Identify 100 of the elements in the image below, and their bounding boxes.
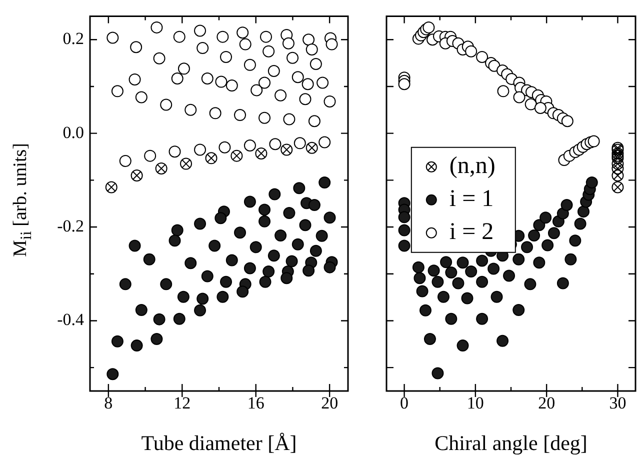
point	[119, 154, 132, 167]
point	[513, 91, 526, 104]
point	[488, 60, 500, 72]
point	[234, 226, 246, 239]
point	[586, 176, 598, 189]
point	[292, 71, 304, 84]
point	[461, 292, 474, 304]
point	[560, 199, 573, 212]
point	[234, 109, 246, 122]
point	[258, 204, 271, 216]
point	[226, 254, 238, 266]
point	[326, 38, 338, 50]
point	[173, 312, 186, 325]
point	[398, 78, 410, 90]
point	[244, 196, 256, 208]
point	[258, 215, 271, 228]
point	[324, 212, 336, 224]
point	[318, 136, 331, 148]
legend-label: (n,n)	[449, 153, 496, 180]
point	[283, 113, 296, 126]
point	[540, 212, 552, 224]
point	[105, 181, 118, 194]
point	[130, 41, 142, 54]
point	[216, 30, 229, 43]
point	[184, 104, 197, 116]
x-tick-label: 8	[104, 394, 113, 413]
point	[128, 240, 141, 252]
point	[414, 272, 426, 284]
point	[512, 253, 525, 266]
point	[226, 80, 238, 92]
point	[274, 89, 287, 102]
x-axis-title: Chiral angle [deg]	[434, 430, 588, 455]
point	[542, 239, 554, 252]
point	[153, 313, 166, 326]
point	[201, 270, 214, 282]
point	[268, 250, 280, 262]
point	[521, 241, 534, 254]
point	[556, 277, 569, 290]
point	[503, 270, 516, 282]
point	[143, 253, 156, 266]
point	[173, 30, 186, 43]
point	[135, 304, 148, 316]
point	[119, 278, 132, 290]
point	[476, 50, 488, 63]
x-axis-title: Tube diameter [Å]	[141, 430, 297, 455]
point	[490, 290, 503, 303]
point	[128, 73, 141, 86]
point	[286, 255, 298, 268]
point	[220, 276, 232, 288]
point	[416, 285, 428, 298]
point	[177, 290, 190, 303]
point	[428, 264, 440, 277]
point	[465, 45, 478, 58]
point	[302, 34, 315, 46]
point	[274, 229, 287, 242]
x-tick-label: 0	[400, 394, 409, 413]
point	[269, 138, 282, 150]
point	[244, 262, 256, 274]
point	[440, 256, 452, 268]
point	[294, 137, 306, 150]
x-tick-label: 10	[466, 394, 484, 413]
point	[262, 266, 275, 278]
point	[533, 256, 546, 269]
point	[437, 290, 450, 303]
x-tick-label: 30	[609, 394, 626, 413]
point	[168, 146, 181, 158]
point	[250, 241, 262, 254]
point	[432, 367, 444, 380]
point	[280, 272, 293, 284]
point	[262, 45, 275, 58]
point	[488, 262, 500, 275]
point	[524, 278, 536, 290]
point	[476, 254, 488, 267]
x-tick-label: 12	[174, 394, 191, 413]
point	[496, 334, 509, 347]
point	[588, 135, 600, 148]
point	[306, 142, 318, 154]
point	[196, 42, 209, 54]
point	[239, 38, 252, 50]
point	[292, 238, 304, 250]
point	[130, 169, 143, 182]
point	[324, 95, 336, 108]
point	[255, 147, 268, 160]
point	[452, 277, 464, 290]
point	[476, 276, 488, 288]
point	[144, 150, 156, 162]
point	[258, 76, 271, 89]
point	[299, 93, 312, 106]
point	[306, 43, 318, 56]
legend-label: i = 2	[449, 219, 494, 246]
point	[548, 227, 560, 240]
y-tick-label: 0.2	[62, 29, 84, 48]
point	[456, 256, 469, 269]
point	[268, 65, 280, 78]
point	[302, 78, 314, 90]
point	[282, 37, 294, 50]
point	[564, 253, 577, 266]
point	[268, 188, 281, 200]
point	[209, 107, 222, 120]
point	[432, 276, 444, 288]
